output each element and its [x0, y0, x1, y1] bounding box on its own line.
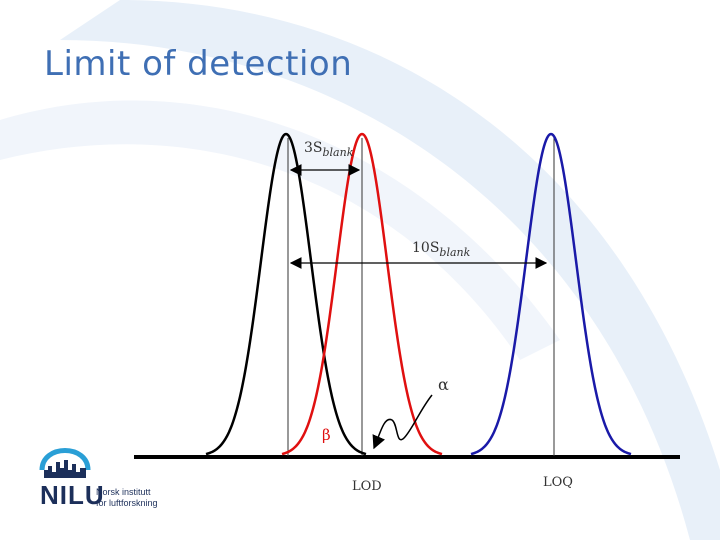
nilu-logo-icon	[39, 448, 91, 478]
alpha-pointer-arrow	[372, 394, 433, 450]
lod-label: LOD	[352, 479, 382, 494]
logo-wordmark: NILU	[40, 480, 105, 510]
logo-subtitle-line-2: for luftforskning	[96, 498, 158, 508]
slide-title: Limit of detection	[44, 44, 353, 84]
loq-label: LOQ	[543, 475, 573, 490]
background-arc-inner	[0, 100, 560, 361]
logo-subtitle-line-1: Norsk institutt	[96, 487, 151, 497]
blank-distribution-curve	[205, 132, 367, 456]
beta-label: β	[322, 426, 331, 444]
logo-subtitle: Norsk institutt for luftforskning	[96, 487, 158, 509]
alpha-label: α	[438, 375, 449, 394]
three-s-label: 3Sblank	[304, 140, 354, 159]
background-arc	[60, 0, 720, 540]
lod-distribution-curve	[281, 132, 443, 456]
loq-distribution-curve	[470, 132, 632, 456]
ten-s-label: 10Sblank	[412, 240, 471, 259]
